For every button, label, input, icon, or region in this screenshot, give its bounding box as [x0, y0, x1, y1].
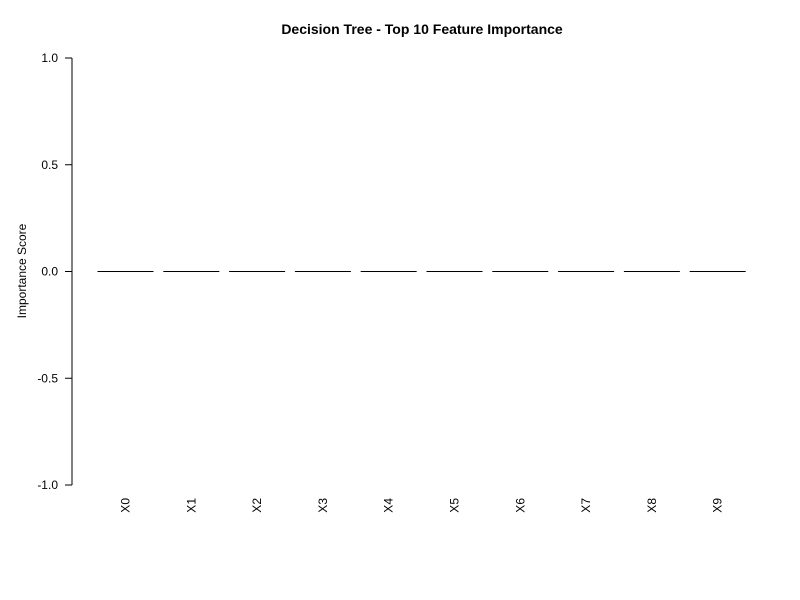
x-tick-label-x2: X2 — [250, 498, 264, 513]
x-tick-label-x5: X5 — [448, 498, 462, 513]
x-tick-label-x1: X1 — [184, 498, 198, 513]
x-tick-label-x9: X9 — [711, 498, 725, 513]
x-tick-label-x4: X4 — [382, 498, 396, 513]
x-tick-label-x6: X6 — [513, 498, 527, 513]
y-tick-label: 0.0 — [41, 265, 58, 279]
x-tick-label-x7: X7 — [579, 498, 593, 513]
x-tick-labels: X0 X1 X2 X3 X4 X5 X6 X7 X8 X9 — [119, 498, 725, 513]
x-tick-label-x8: X8 — [645, 498, 659, 513]
x-tick-label-x3: X3 — [316, 498, 330, 513]
x-tick-label-x0: X0 — [119, 498, 133, 513]
chart-title: Decision Tree - Top 10 Feature Importanc… — [281, 21, 563, 37]
y-tick-label: -1.0 — [37, 478, 58, 492]
y-axis: -1.0 -0.5 0.0 0.5 1.0 — [37, 51, 73, 492]
y-tick-label: 0.5 — [41, 158, 58, 172]
y-tick-label: -0.5 — [37, 371, 58, 385]
y-axis-label: Importance Score — [15, 223, 29, 318]
y-tick-label: 1.0 — [41, 51, 58, 65]
